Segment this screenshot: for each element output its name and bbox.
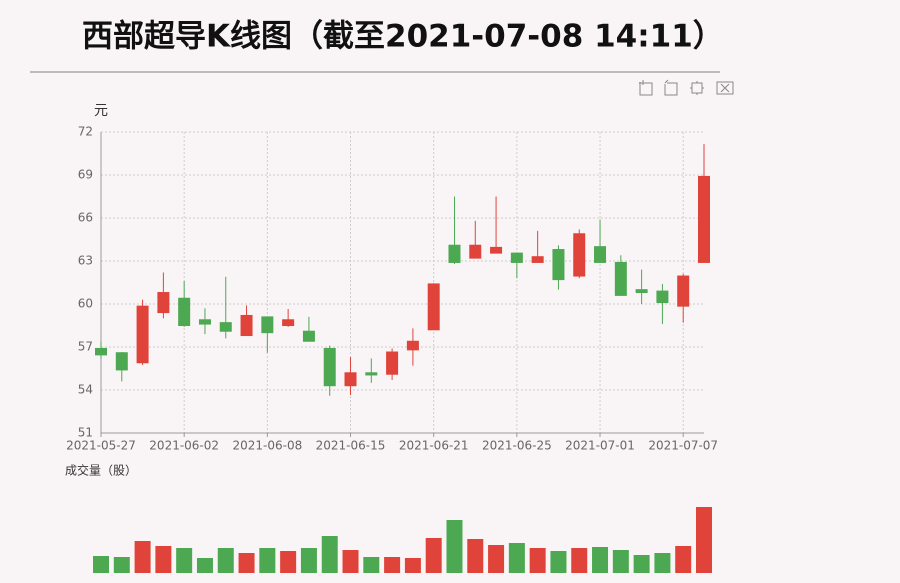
candle-body bbox=[469, 244, 482, 259]
candle-body bbox=[510, 252, 523, 263]
y-tick-label: 60 bbox=[78, 297, 93, 311]
volume-bar bbox=[571, 548, 588, 573]
x-tick-label: 2021-06-25 bbox=[482, 439, 552, 453]
candle-body bbox=[344, 372, 357, 387]
volume-bar bbox=[425, 538, 442, 573]
x-tick-label: 2021-06-02 bbox=[149, 439, 219, 453]
x-tick-label: 2021-06-08 bbox=[232, 439, 302, 453]
volume-bar bbox=[508, 543, 525, 573]
tool-zoom-reset[interactable] bbox=[664, 79, 678, 96]
volume-bar bbox=[238, 553, 255, 573]
y-axis-label: 元 bbox=[94, 103, 108, 119]
tool-save[interactable] bbox=[716, 81, 734, 95]
volume-bar bbox=[654, 553, 671, 573]
candle-body bbox=[261, 316, 274, 334]
candle-body bbox=[531, 256, 544, 263]
y-tick-label: 63 bbox=[78, 254, 93, 268]
toolbar bbox=[639, 79, 734, 96]
y-tick-label: 66 bbox=[78, 211, 93, 225]
y-tick-label: 54 bbox=[78, 383, 93, 397]
candle-body bbox=[115, 352, 128, 371]
volume-bar bbox=[592, 547, 609, 573]
volume-bar bbox=[446, 520, 463, 573]
candle-body bbox=[698, 175, 710, 263]
candle-body bbox=[178, 297, 191, 326]
candle-body bbox=[614, 261, 627, 296]
x-tick-label: 2021-06-15 bbox=[316, 439, 386, 453]
volume-bar bbox=[696, 507, 712, 573]
candle-body bbox=[282, 319, 295, 326]
candle-body bbox=[552, 249, 565, 281]
volume-bar bbox=[93, 556, 109, 573]
volume-bar bbox=[342, 550, 359, 573]
volume-bar bbox=[321, 536, 338, 573]
candle-body bbox=[240, 314, 253, 337]
candle-body bbox=[448, 244, 461, 263]
candle-body bbox=[386, 351, 399, 375]
volume-bar bbox=[404, 558, 421, 573]
candle-body bbox=[656, 290, 669, 304]
y-tick-label: 57 bbox=[78, 340, 93, 354]
x-tick-label: 2021-07-01 bbox=[565, 439, 635, 453]
candle-body bbox=[365, 372, 378, 376]
volume-bar bbox=[363, 557, 380, 573]
y-tick-label: 72 bbox=[78, 125, 93, 139]
volume-bar bbox=[280, 551, 297, 573]
y-tick-label: 69 bbox=[78, 168, 93, 182]
volume-bar bbox=[612, 550, 629, 573]
volume-bar bbox=[675, 546, 692, 573]
volume-label: 成交量（股） bbox=[65, 463, 137, 478]
volume-bar bbox=[176, 548, 193, 573]
volume-bar bbox=[488, 545, 505, 573]
candle-body bbox=[427, 283, 440, 331]
volume-bar bbox=[113, 557, 130, 573]
volume-bar bbox=[467, 539, 484, 573]
tool-restore[interactable] bbox=[690, 81, 704, 95]
volume-bar bbox=[300, 548, 317, 573]
candle-body bbox=[677, 275, 690, 307]
x-tick-label: 2021-07-07 bbox=[648, 439, 718, 453]
volume-bar bbox=[529, 548, 546, 573]
volume-bar bbox=[550, 551, 567, 573]
volume-bar bbox=[196, 558, 213, 573]
volume-bar bbox=[259, 548, 276, 573]
volume-bar bbox=[384, 557, 401, 573]
volume-bar bbox=[217, 548, 234, 573]
tool-zoom[interactable] bbox=[639, 80, 653, 96]
volume-bar bbox=[155, 546, 172, 573]
candle-body bbox=[573, 233, 586, 277]
y-tick-label: 51 bbox=[78, 426, 93, 440]
volume-bar bbox=[633, 555, 650, 573]
candle-body bbox=[594, 246, 607, 263]
candle-body bbox=[136, 305, 149, 364]
x-tick-label: 2021-05-27 bbox=[66, 439, 136, 453]
candle-body bbox=[302, 330, 315, 342]
candle-body bbox=[219, 322, 232, 332]
candle-body bbox=[406, 340, 419, 351]
candle-body bbox=[323, 347, 336, 387]
candle-body bbox=[635, 289, 648, 294]
candle-body bbox=[95, 347, 107, 356]
candle-body bbox=[198, 319, 211, 325]
x-tick-label: 2021-06-21 bbox=[399, 439, 469, 453]
candle-body bbox=[157, 292, 170, 314]
chart-title: 西部超导K线图（截至2021-07-08 14:11） bbox=[82, 19, 724, 55]
volume-bar bbox=[134, 541, 151, 573]
candle-body bbox=[490, 246, 503, 254]
